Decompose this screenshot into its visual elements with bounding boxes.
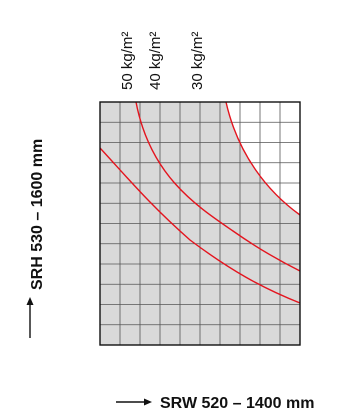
curve-label-50: 50 kg/m²	[119, 32, 136, 90]
y-axis-label: SRH 530 – 1600 mm	[29, 139, 46, 290]
curve-label-40: 40 kg/m²	[147, 32, 164, 90]
curve-40	[99, 147, 301, 304]
curve-30	[225, 101, 301, 216]
curve-50	[135, 101, 301, 272]
curve-label-30: 30 kg/m²	[189, 32, 206, 90]
grid	[100, 102, 300, 345]
x-axis-label: SRW 520 – 1400 mm	[160, 395, 314, 412]
x-axis-arrow	[116, 398, 152, 406]
plot-frame	[99, 101, 301, 346]
y-axis-arrow	[26, 297, 34, 338]
